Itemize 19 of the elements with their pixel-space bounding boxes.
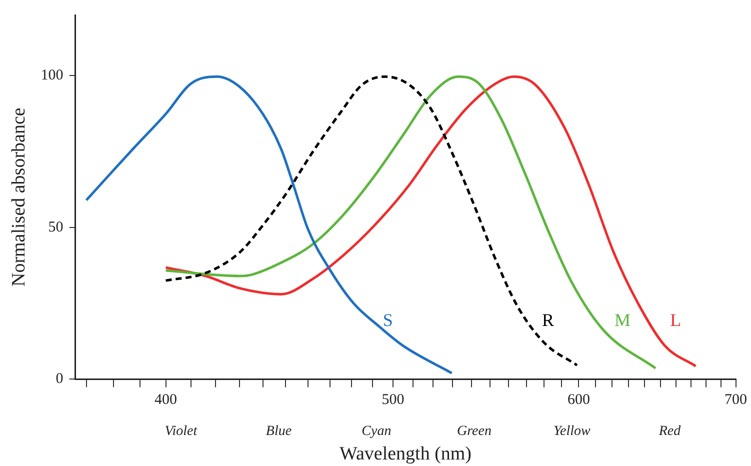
y-axis-title: Normalised absorbance (8, 108, 30, 287)
text: Cyan (362, 424, 392, 439)
text: Blue (266, 424, 292, 439)
text: Yellow (554, 424, 592, 439)
series-label: L (670, 310, 682, 330)
x-tick-label: 700 (724, 392, 747, 408)
text: Red (658, 424, 682, 439)
series-label: S (382, 310, 393, 330)
text: Green (456, 424, 492, 439)
y-tick-label: 0 (56, 371, 64, 388)
x-tick-label: 600 (567, 392, 590, 408)
y-tick-label: 100 (40, 68, 64, 84)
y-tick-label: 50 (48, 219, 64, 236)
series-label: R (542, 310, 554, 330)
x-axis-title: Wavelength (nm) (340, 444, 472, 465)
x-tick-label: 500 (382, 392, 404, 408)
x-tick-label: 400 (154, 392, 178, 408)
series-label: M (614, 310, 631, 330)
text: Violet (164, 424, 198, 439)
